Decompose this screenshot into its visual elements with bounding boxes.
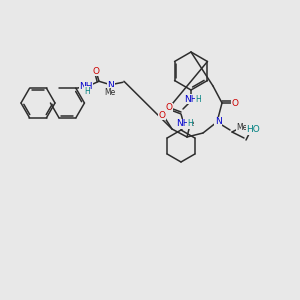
Text: HO: HO — [246, 125, 260, 134]
Text: Me: Me — [183, 118, 195, 127]
Text: NH: NH — [79, 82, 93, 91]
Text: O: O — [232, 98, 238, 107]
Text: NH: NH — [184, 94, 198, 103]
Text: H: H — [84, 87, 90, 96]
Text: Me: Me — [104, 88, 116, 97]
Text: N: N — [108, 81, 114, 90]
Text: Me: Me — [236, 122, 247, 131]
Text: H: H — [187, 119, 193, 128]
Text: O: O — [92, 67, 99, 76]
Text: N: N — [214, 118, 221, 127]
Text: NH: NH — [176, 119, 190, 128]
Text: H: H — [195, 94, 201, 103]
Text: O: O — [158, 110, 166, 119]
Text: O: O — [166, 103, 172, 112]
